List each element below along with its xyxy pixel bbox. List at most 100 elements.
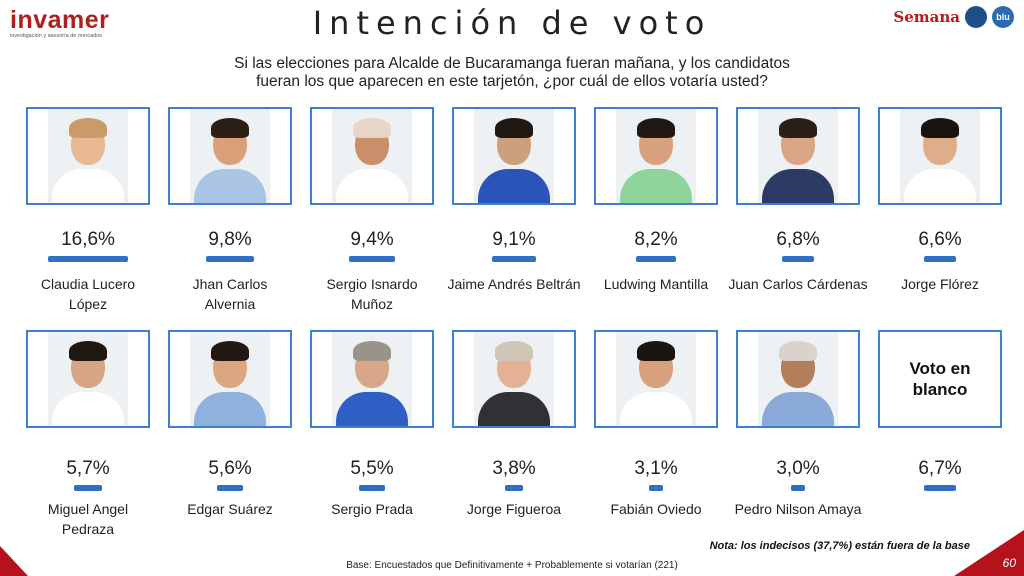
vote-share-bar (358, 485, 386, 491)
candidate-photo (332, 332, 412, 426)
partner-logos: Semana blu (893, 6, 1014, 28)
vote-share-label: 6,6% (918, 229, 962, 250)
candidate-shirt (194, 169, 266, 203)
vote-share-bar (504, 485, 524, 491)
candidate-name: Jorge Flórez (865, 274, 1015, 294)
candidate-name: Miguel Angel Pedraza (13, 499, 163, 539)
vote-share-label: 9,8% (208, 229, 252, 250)
candidate-shirt (620, 392, 692, 426)
base-footnote: Base: Encuestados que Definitivamente + … (346, 560, 678, 571)
candidate-hair (637, 118, 675, 138)
candidate-card (736, 107, 860, 205)
vote-share-bar (492, 256, 536, 262)
vote-share-bar (636, 256, 676, 262)
candidate-photo (900, 109, 980, 203)
candidate-name-line: Muñoz (350, 296, 394, 312)
candidate-hair (495, 118, 533, 138)
vote-share-label: 8,2% (634, 229, 678, 250)
blank-vote-card: Voto en blanco (878, 330, 1002, 428)
candidate-hair (779, 341, 817, 361)
candidate-photo (332, 109, 412, 203)
candidate-shirt (52, 392, 124, 426)
survey-question-line-1: Si las elecciones para Alcalde de Bucara… (234, 55, 790, 72)
candidate-card (168, 107, 292, 205)
candidate-name-line: López (68, 296, 108, 312)
undecided-note: Nota: los indecisos (37,7%) están fuera … (709, 540, 970, 552)
candidate-card (736, 330, 860, 428)
candidate-name: Sergio Isnardo Muñoz (297, 274, 447, 314)
vote-share-label: 3,8% (492, 458, 536, 479)
page-title: Intención de voto (312, 4, 712, 42)
vote-share-label: 3,0% (776, 458, 820, 479)
candidate-shirt (904, 169, 976, 203)
candidate-shirt (762, 169, 834, 203)
candidate-card (26, 107, 150, 205)
candidate-name: Claudia Lucero López (13, 274, 163, 314)
vote-share-label: 9,4% (350, 229, 394, 250)
candidate-name: Jorge Figueroa (439, 499, 589, 519)
candidate-name-line: Sergio Prada (331, 501, 413, 517)
candidate-hair (353, 118, 391, 138)
candidate-name: Pedro Nilson Amaya (723, 499, 873, 519)
corner-decoration-right (954, 530, 1024, 576)
candidate-photo (48, 109, 128, 203)
vote-share-bar (48, 256, 128, 262)
candidate-shirt (762, 392, 834, 426)
candidate-photo (474, 109, 554, 203)
candidate-hair (495, 341, 533, 361)
candidate-photo (616, 332, 696, 426)
vote-share-label: 5,5% (350, 458, 394, 479)
candidate-name: Ludwing Mantilla (581, 274, 731, 294)
candidate-hair (637, 341, 675, 361)
vote-share-bar (923, 485, 957, 491)
corner-decoration-left (0, 546, 28, 576)
candidate-shirt (194, 392, 266, 426)
candidate-card (310, 330, 434, 428)
candidate-name-line: Sergio Isnardo (326, 276, 418, 292)
blank-vote-label: Voto en blanco (880, 358, 1000, 400)
candidate-name: Sergio Prada (297, 499, 447, 519)
vote-share-bar (206, 256, 254, 262)
vote-share-bar (924, 256, 956, 262)
candidate-shirt (620, 169, 692, 203)
invamer-logo-word: invamer (10, 6, 110, 34)
candidate-hair (779, 118, 817, 138)
candidate-card (168, 330, 292, 428)
candidate-shirt (52, 169, 124, 203)
candidate-card (26, 330, 150, 428)
candidate-hair (69, 341, 107, 361)
candidate-hair (211, 118, 249, 138)
candidate-photo (758, 332, 838, 426)
candidate-card (452, 107, 576, 205)
candidate-photo (190, 109, 270, 203)
candidate-shirt (478, 392, 550, 426)
vote-share-label: 9,1% (492, 229, 536, 250)
candidate-name-line: Juan Carlos Cárdenas (728, 276, 868, 292)
candidate-name: Juan Carlos Cárdenas (723, 274, 873, 294)
vote-share-bar (349, 256, 395, 262)
page-number: 60 (1002, 556, 1016, 570)
candidate-photo (474, 332, 554, 426)
candidate-name: Jhan Carlos Alvernia (155, 274, 305, 314)
survey-question: Si las elecciones para Alcalde de Bucara… (150, 55, 874, 91)
survey-question-line-2: fueran los que aparecen en este tarjetón… (256, 73, 768, 90)
candidate-name-line: Miguel Angel (47, 501, 129, 517)
candidate-name-line: Jorge Flórez (901, 276, 979, 292)
candidate-card (594, 330, 718, 428)
semana-logo: Semana (893, 8, 960, 26)
candidate-photo (758, 109, 838, 203)
candidate-photo (48, 332, 128, 426)
candidate-shirt (478, 169, 550, 203)
candidate-name-line: Jorge Figueroa (466, 501, 562, 517)
blu-logo: blu (992, 6, 1014, 28)
candidate-hair (69, 118, 107, 138)
candidate-card (594, 107, 718, 205)
vote-share-label: 6,7% (918, 458, 962, 479)
candidate-name-line: Fabián Oviedo (610, 501, 702, 517)
invamer-logo-tagline: investigación y asesoría de mercados (10, 33, 103, 39)
vote-share-label: 16,6% (61, 229, 115, 250)
candidate-card (878, 107, 1002, 205)
candidate-name-line: Pedro Nilson Amaya (734, 501, 862, 517)
candidate-hair (921, 118, 959, 138)
candidate-name-line: Jhan Carlos (192, 276, 268, 292)
